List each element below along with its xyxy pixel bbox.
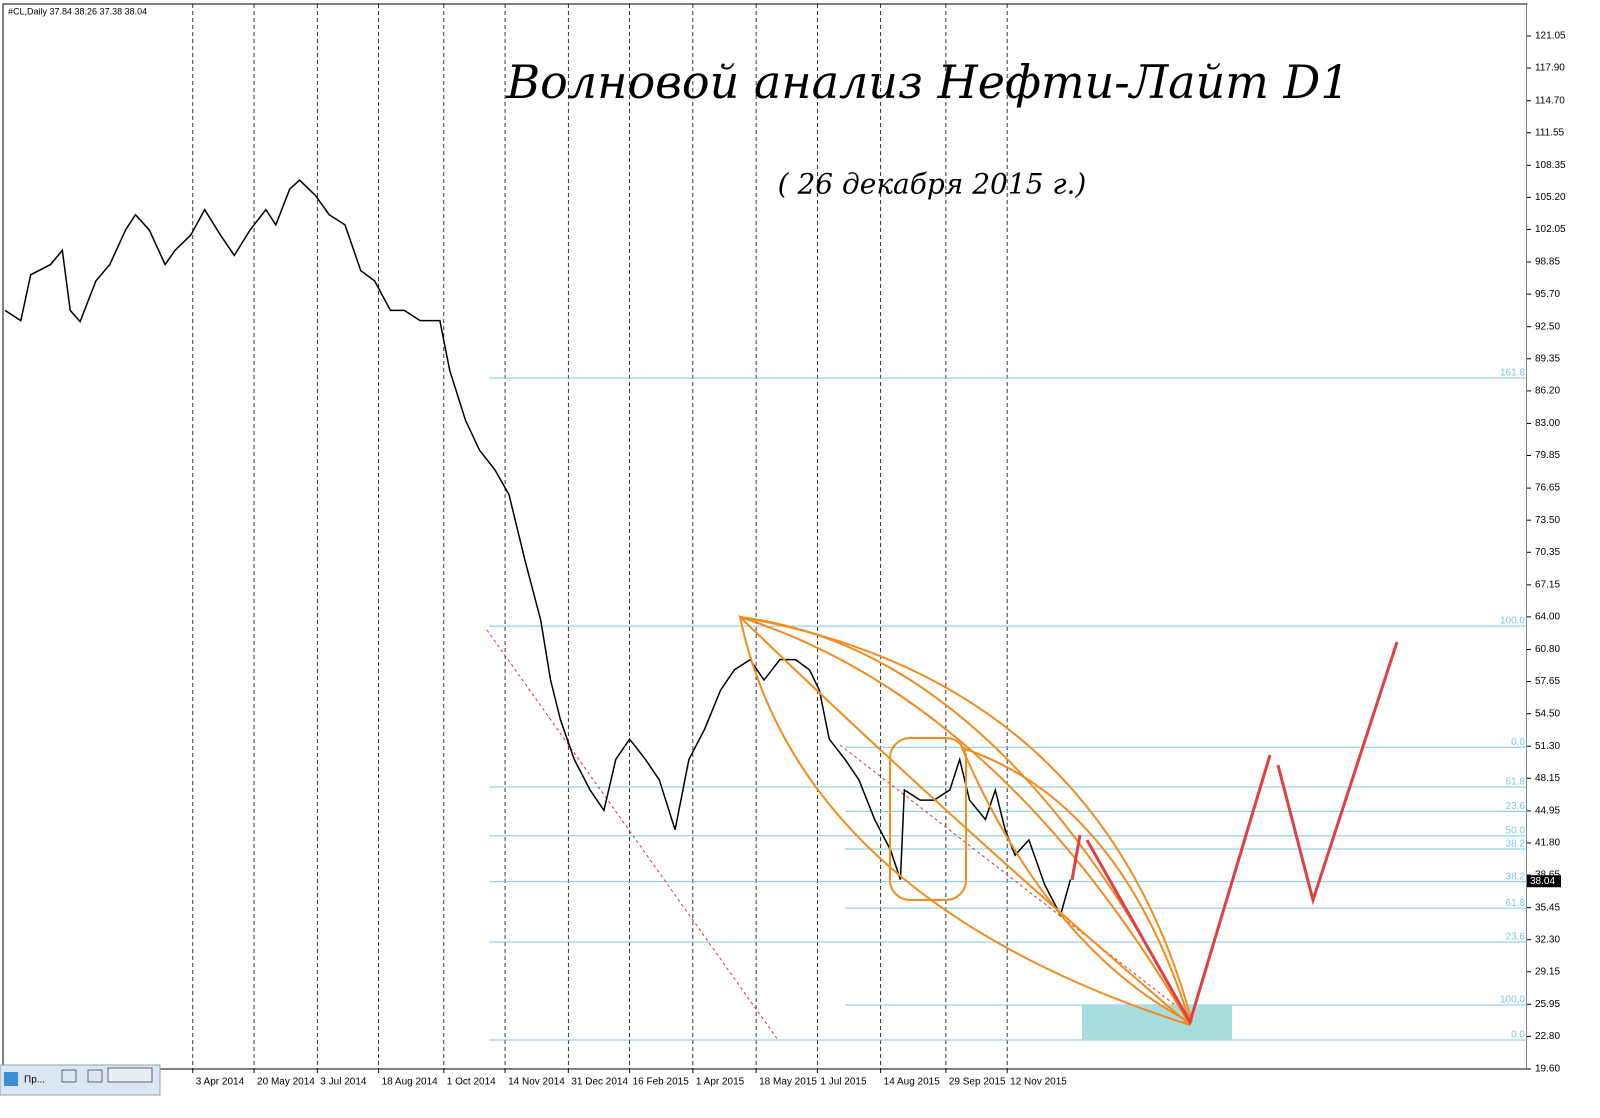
fib-label: 38.2 bbox=[1506, 839, 1526, 850]
y-tick-label: 29.15 bbox=[1535, 966, 1560, 977]
fib-label: 161.8 bbox=[1500, 368, 1525, 379]
fib-label: 100.0 bbox=[1500, 616, 1525, 627]
y-tick-label: 102.05 bbox=[1535, 224, 1566, 235]
y-tick-label: 48.15 bbox=[1535, 773, 1560, 784]
x-tick-label: 20 May 2014 bbox=[257, 1077, 315, 1088]
y-tick-label: 35.45 bbox=[1535, 902, 1560, 913]
last-price-label: 38.04 bbox=[1530, 876, 1555, 887]
chart-subtitle: ( 26 декабря 2015 г.) bbox=[778, 168, 1087, 201]
fib-label: 23.6 bbox=[1506, 932, 1526, 943]
forecast-arrows bbox=[1070, 641, 1399, 1026]
close-button[interactable] bbox=[107, 1067, 153, 1083]
y-tick-label: 51.30 bbox=[1535, 741, 1560, 752]
y-tick-label: 54.50 bbox=[1535, 708, 1560, 719]
x-tick-label: 16 Feb 2015 bbox=[633, 1077, 690, 1088]
y-tick-label: 121.05 bbox=[1535, 31, 1566, 42]
icon bbox=[4, 1072, 18, 1086]
y-tick-label: 60.80 bbox=[1535, 644, 1560, 655]
chart-title: Волновой анализ Нефти-Лайт D1 bbox=[505, 55, 1349, 109]
header: #CL,Daily 37.84 38.26 37.38 38.04 bbox=[8, 6, 147, 16]
y-tick-label: 92.50 bbox=[1535, 321, 1560, 332]
x-tick-label: 1 Apr 2015 bbox=[696, 1077, 745, 1088]
x-tick-label: 18 Aug 2014 bbox=[382, 1077, 439, 1088]
trend-line bbox=[839, 744, 1176, 1006]
y-tick-label: 64.00 bbox=[1535, 612, 1560, 623]
fib-label: 61.8 bbox=[1506, 777, 1526, 788]
x-tick-label: 12 Nov 2015 bbox=[1010, 1077, 1067, 1088]
maximize-button[interactable] bbox=[87, 1069, 103, 1083]
x-tick-label: 3 Jul 2014 bbox=[320, 1077, 367, 1088]
y-tick-label: 70.35 bbox=[1535, 547, 1560, 558]
y-tick-label: 67.15 bbox=[1535, 579, 1560, 590]
y-tick-label: 117.90 bbox=[1535, 63, 1565, 74]
y-tick-label: 76.65 bbox=[1535, 483, 1560, 494]
fib-label: 100.0 bbox=[1500, 995, 1525, 1006]
y-tick-label: 44.95 bbox=[1535, 806, 1560, 817]
y-tick-label: 108.35 bbox=[1535, 160, 1566, 171]
price-line bbox=[4, 179, 1072, 918]
y-tick-label: 19.60 bbox=[1535, 1064, 1560, 1075]
fib-label: 0.0 bbox=[1511, 1030, 1525, 1041]
x-tick-label: 29 Sep 2015 bbox=[949, 1077, 1006, 1088]
y-tick-label: 98.85 bbox=[1535, 257, 1560, 268]
x-tick-label: 14 Nov 2014 bbox=[508, 1077, 565, 1088]
last-price-box bbox=[1527, 875, 1561, 888]
target-zone bbox=[1082, 1005, 1232, 1040]
x-tick-label: 14 Aug 2015 bbox=[884, 1077, 941, 1088]
x-tick-label: 18 May 2015 bbox=[759, 1077, 817, 1088]
y-tick-label: 57.65 bbox=[1535, 676, 1560, 687]
y-tick-label: 32.30 bbox=[1535, 934, 1560, 945]
x-tick-label: 3 Apr 2014 bbox=[196, 1077, 245, 1088]
fib-label: 50.0 bbox=[1506, 825, 1526, 836]
fib-label: 0.0 bbox=[1511, 737, 1525, 748]
window-label[interactable]: Пр... bbox=[24, 1075, 45, 1086]
y-tick-label: 73.50 bbox=[1535, 515, 1560, 526]
y-tick-label: 83.00 bbox=[1535, 418, 1560, 429]
x-tick-label: 1 Jul 2015 bbox=[820, 1077, 867, 1088]
fib-label: 61.8 bbox=[1506, 898, 1526, 909]
restore-button[interactable] bbox=[61, 1069, 77, 1083]
y-tick-label: 86.20 bbox=[1535, 385, 1560, 396]
y-tick-label: 89.35 bbox=[1535, 353, 1560, 364]
y-tick-label: 22.80 bbox=[1535, 1031, 1560, 1042]
y-tick-label: 79.85 bbox=[1535, 450, 1560, 461]
y-tick-label: 25.95 bbox=[1535, 999, 1560, 1010]
y-tick-label: 105.20 bbox=[1535, 192, 1566, 203]
y-tick-label: 38.65 bbox=[1535, 870, 1560, 881]
y-tick-label: 95.70 bbox=[1535, 289, 1560, 300]
y-tick-label: 111.55 bbox=[1535, 127, 1565, 138]
y-tick-label: 114.70 bbox=[1535, 95, 1565, 106]
fib-label: 38.2 bbox=[1506, 871, 1526, 882]
taskbar-window[interactable]: Пр... bbox=[0, 1064, 161, 1096]
x-tick-label: 31 Dec 2014 bbox=[571, 1077, 628, 1088]
price-axis bbox=[1527, 4, 1587, 1069]
fib-label: 23.6 bbox=[1506, 801, 1526, 812]
x-tick-label: 1 Oct 2014 bbox=[447, 1077, 496, 1088]
y-tick-label: 41.80 bbox=[1535, 838, 1560, 849]
